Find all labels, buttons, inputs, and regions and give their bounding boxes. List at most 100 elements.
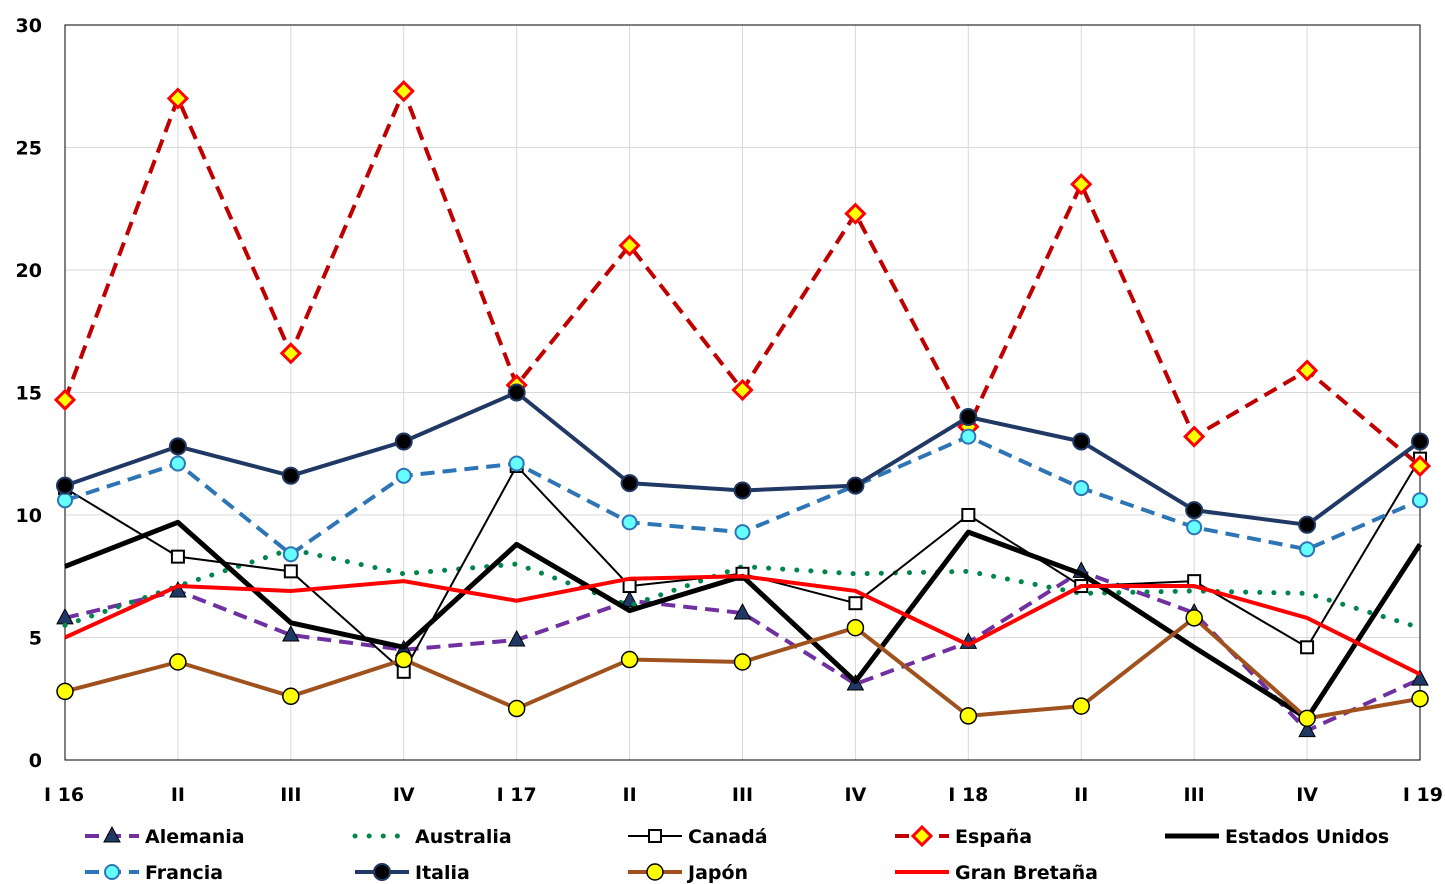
x-tick-label: II <box>623 784 637 806</box>
x-tick-label: IV <box>393 784 415 806</box>
data-point <box>1072 432 1091 451</box>
legend-item: España <box>895 824 1032 848</box>
data-point <box>1300 640 1315 655</box>
x-tick-label: III <box>280 784 301 806</box>
data-point <box>1412 492 1428 509</box>
data-point <box>168 437 187 456</box>
data-point <box>1408 454 1432 478</box>
y-tick-label: 10 <box>16 505 42 527</box>
series-gran-bretaña <box>64 574 1421 677</box>
data-point <box>1411 669 1429 686</box>
x-tick-label: I 19 <box>1403 784 1443 806</box>
data-point <box>1185 609 1203 627</box>
data-point <box>646 863 664 881</box>
data-point <box>169 455 186 472</box>
legend-label: Estados Unidos <box>1225 826 1389 848</box>
data-point <box>621 514 638 531</box>
data-point <box>620 650 639 669</box>
data-point <box>620 474 639 493</box>
x-tick-label: II <box>171 784 185 806</box>
legend-item: Estados Unidos <box>1165 826 1389 848</box>
data-point <box>57 492 73 509</box>
data-point <box>170 549 185 564</box>
data-point <box>731 378 754 402</box>
data-point <box>734 524 751 541</box>
x-tick-label: II <box>1074 784 1088 806</box>
data-point <box>507 629 526 647</box>
data-point <box>103 825 121 843</box>
data-point <box>733 481 752 500</box>
legend-label: Gran Bretaña <box>955 862 1098 884</box>
series-italia <box>56 383 1429 534</box>
y-tick-label: 5 <box>29 628 42 650</box>
data-point <box>1411 432 1429 451</box>
y-tick-label: 25 <box>16 138 42 160</box>
data-point <box>622 579 637 594</box>
data-point <box>844 202 867 225</box>
data-point <box>394 432 413 451</box>
data-point <box>1295 359 1319 382</box>
data-point <box>373 863 391 881</box>
series-japón <box>56 609 1429 728</box>
data-point <box>282 546 299 563</box>
data-point <box>959 707 978 725</box>
legend-label: Italia <box>415 862 470 884</box>
data-point <box>1070 173 1093 196</box>
x-axis: I 16 II III IV I 17 II III IV I 18 II III IV I 19 <box>44 784 1443 806</box>
data-point <box>1298 720 1316 738</box>
data-point <box>395 650 413 669</box>
data-point <box>392 80 415 103</box>
legend-label: Francia <box>145 862 223 884</box>
data-point <box>281 466 300 485</box>
data-point <box>961 508 976 522</box>
data-point <box>733 653 752 671</box>
data-point <box>279 342 302 365</box>
x-tick-label: I 16 <box>44 784 84 806</box>
data-point <box>1186 519 1203 536</box>
legend-label: Canadá <box>688 826 768 848</box>
x-tick-label: IV <box>1296 784 1318 806</box>
y-tick-label: 0 <box>29 750 42 772</box>
data-point <box>959 408 978 426</box>
data-point <box>282 687 300 706</box>
data-point <box>960 428 977 445</box>
data-point <box>53 388 77 411</box>
x-tick-label: I 17 <box>497 784 537 806</box>
data-point <box>648 829 662 843</box>
data-point <box>508 455 525 472</box>
data-point <box>283 564 298 579</box>
x-tick-label: III <box>732 784 753 806</box>
data-point <box>169 653 187 671</box>
series-group <box>53 80 1432 738</box>
data-point <box>56 476 74 495</box>
data-point <box>846 618 865 637</box>
legend-item: Japón <box>628 862 748 884</box>
legend-item: Australia <box>352 826 512 848</box>
legend-label: Australia <box>415 826 512 848</box>
data-point <box>1072 697 1090 715</box>
legend-label: España <box>955 826 1032 848</box>
data-point <box>846 476 865 495</box>
data-point <box>1183 425 1206 448</box>
x-tick-label: I 18 <box>948 784 988 806</box>
data-point <box>910 824 934 848</box>
y-tick-label: 20 <box>16 260 42 282</box>
data-point <box>1411 690 1429 708</box>
data-point <box>618 234 641 257</box>
y-axis: 0 5 10 15 20 25 30 <box>16 15 42 772</box>
legend-item: Alemania <box>85 825 245 848</box>
data-point <box>1298 709 1316 728</box>
data-point <box>733 602 752 620</box>
legend-item: Gran Bretaña <box>895 862 1098 884</box>
data-point <box>1073 480 1090 497</box>
legend-label: Alemania <box>145 826 245 848</box>
legend-item: Canadá <box>628 826 768 848</box>
y-tick-label: 15 <box>16 383 42 405</box>
legend: Alemania Australia Canadá España Estados Uni… <box>85 824 1389 884</box>
y-tick-label: 30 <box>16 15 42 37</box>
data-point <box>1185 501 1204 520</box>
data-point <box>1299 541 1316 558</box>
data-point <box>166 87 190 110</box>
data-point <box>507 699 526 718</box>
